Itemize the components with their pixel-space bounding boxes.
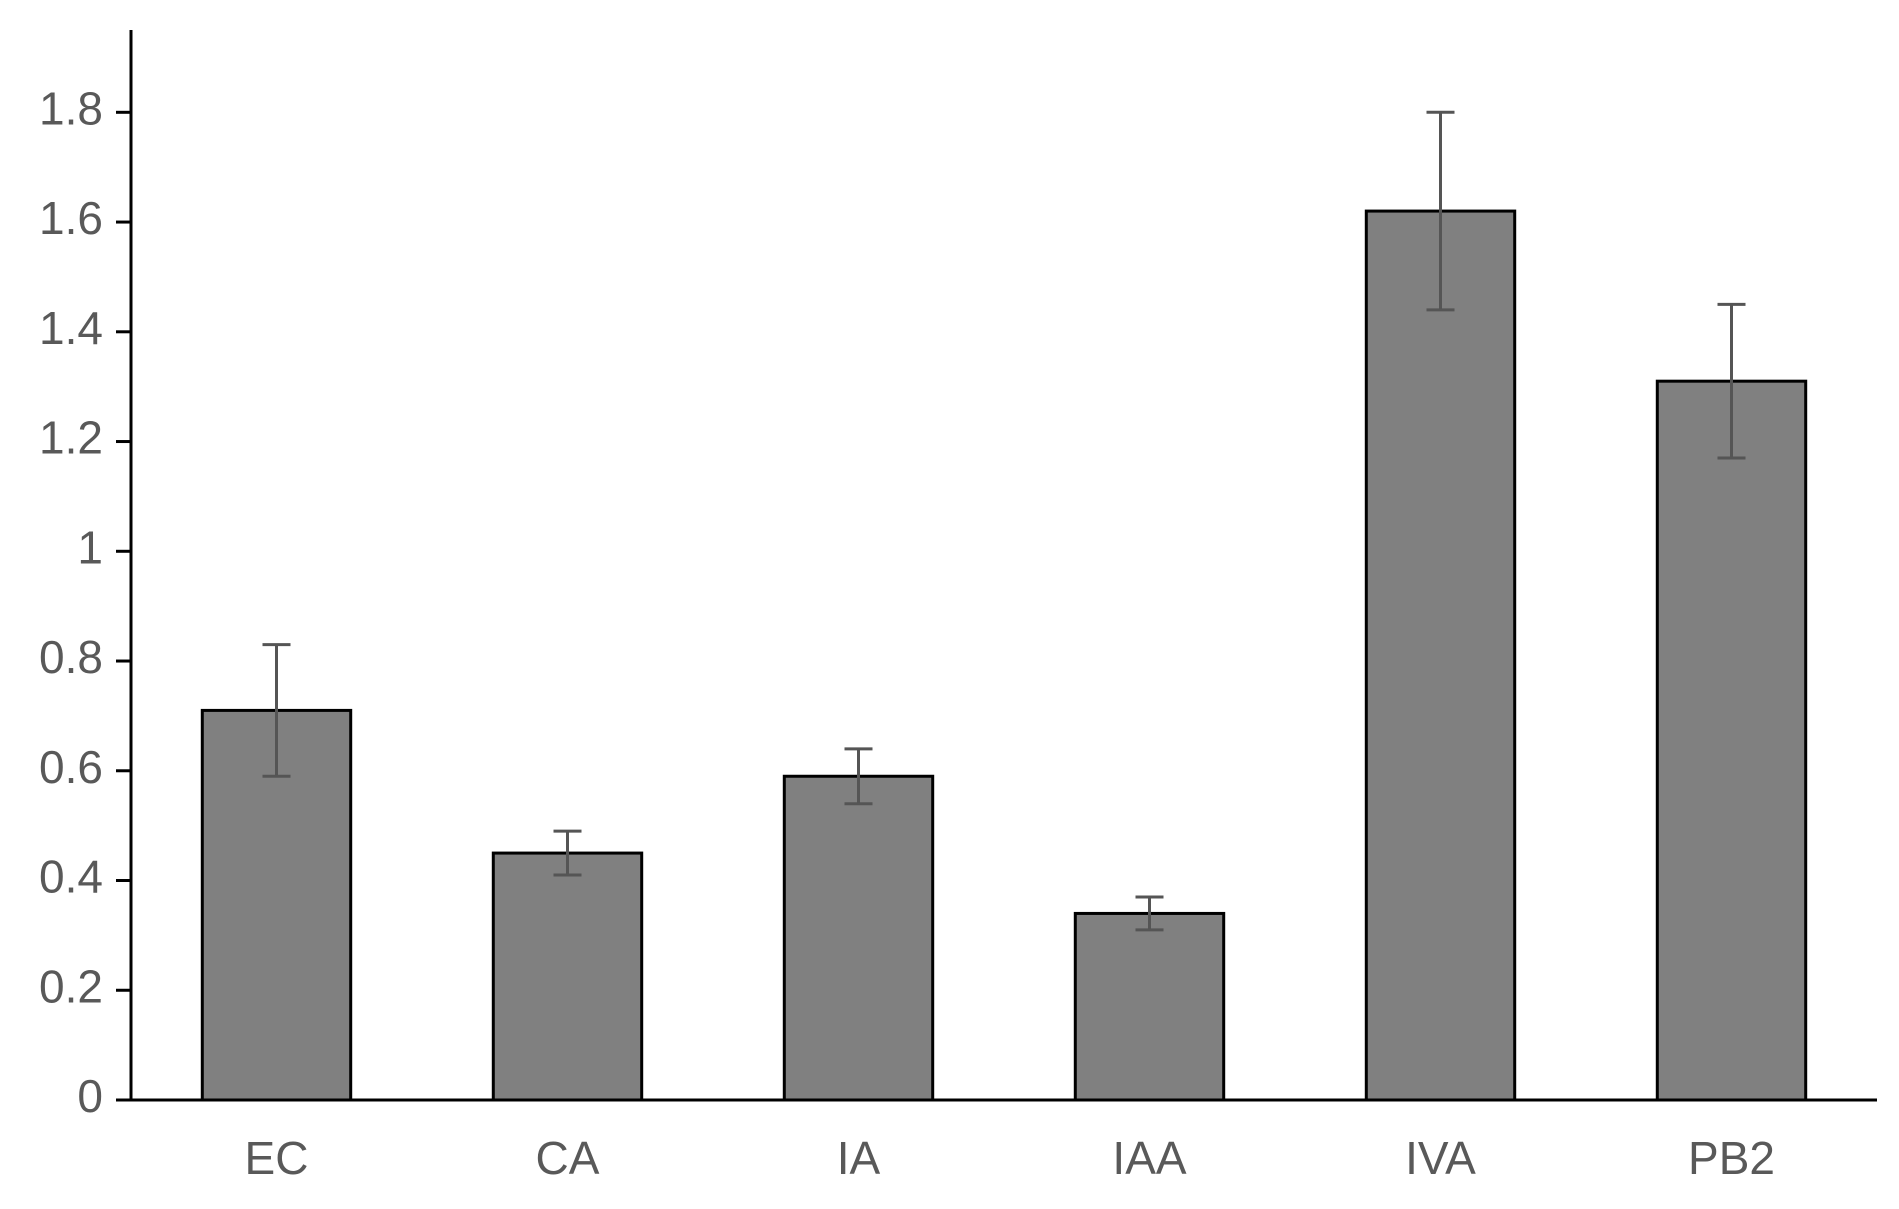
y-tick-label: 1.2 [39,412,103,464]
x-tick-label: IVA [1405,1132,1476,1184]
x-tick-label: EC [245,1132,309,1184]
error-bar [1135,895,1164,932]
error-bar [1717,302,1746,460]
y-tick-label: 1.4 [39,302,103,354]
y-tick-label: 1 [77,521,103,573]
x-tick-label: IAA [1112,1132,1186,1184]
bar [1073,911,1226,1102]
x-tick-label: CA [536,1132,600,1184]
y-tick-label: 0 [77,1070,103,1122]
y-tick-label: 0.8 [39,631,103,683]
y-tick-label: 0.2 [39,960,103,1012]
x-tick-label: IA [837,1132,881,1184]
y-tick-label: 0.4 [39,851,103,903]
y-tick-label: 1.8 [39,82,103,134]
bar [1364,209,1517,1102]
error-bar [553,829,582,877]
error-bar [1426,110,1455,312]
bar [491,851,644,1102]
y-tick-label: 1.6 [39,192,103,244]
bar [1655,379,1808,1102]
bar [782,774,935,1102]
x-tick-label: PB2 [1688,1132,1775,1184]
y-tick-label: 0.6 [39,741,103,793]
error-bar [262,643,291,778]
error-bar [844,747,873,806]
